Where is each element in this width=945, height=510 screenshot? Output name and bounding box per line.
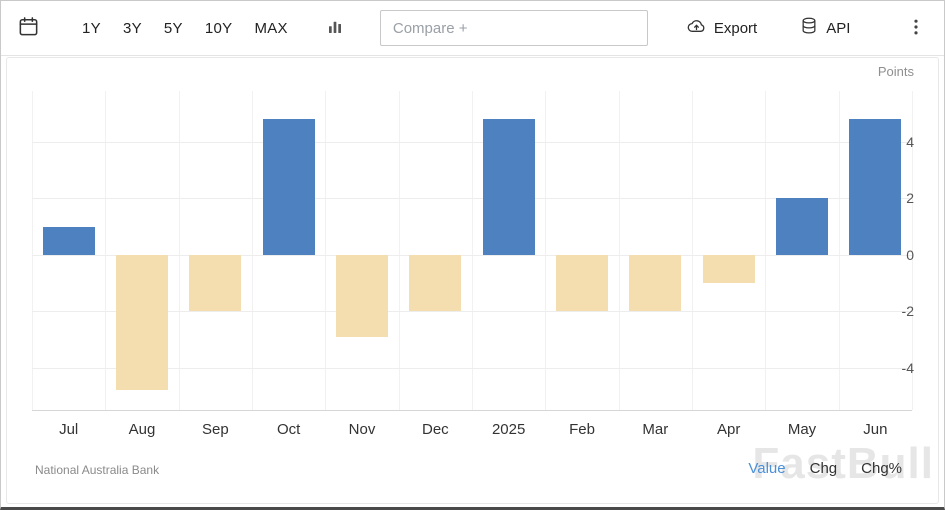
v-gridline xyxy=(765,91,767,410)
v-gridline xyxy=(912,91,913,410)
bar-dec[interactable] xyxy=(409,254,462,312)
h-gridline xyxy=(32,141,912,143)
compare-input[interactable] xyxy=(379,10,648,46)
unit-label: Points xyxy=(877,64,914,79)
chart-panel: Points 4 2 0 -2 -4 Jul Aug Sep Oct Nov Dec 2025 Feb… xyxy=(6,57,939,504)
v-gridline xyxy=(398,91,400,410)
v-gridline xyxy=(692,91,693,410)
x-axis-label-dec: Dec xyxy=(421,421,449,438)
toggle-chg[interactable]: Chg xyxy=(809,460,838,477)
bar-chart-type-icon xyxy=(326,18,344,39)
v-gridline xyxy=(178,91,180,410)
api-button[interactable]: API xyxy=(799,16,850,40)
range-1y[interactable]: 1Y xyxy=(74,14,109,43)
range-3y[interactable]: 3Y xyxy=(115,14,150,43)
api-database-icon xyxy=(799,16,819,40)
v-gridline xyxy=(105,91,107,410)
chart-type-button[interactable] xyxy=(324,16,346,41)
x-axis-label-2025: 2025 xyxy=(491,421,526,438)
x-axis-label-jun: Jun xyxy=(863,421,888,438)
h-gridline xyxy=(32,254,912,256)
h-gridline xyxy=(32,311,912,313)
more-options-button[interactable] xyxy=(904,15,928,42)
x-axis-label-feb: Feb xyxy=(569,421,595,438)
bar-mar[interactable] xyxy=(629,254,682,312)
bar-oct[interactable] xyxy=(262,119,315,255)
x-axis-label-aug: Aug xyxy=(128,421,156,438)
bar-jun[interactable] xyxy=(849,119,902,255)
v-gridline xyxy=(252,91,253,410)
bar-may[interactable] xyxy=(776,198,828,255)
range-5y[interactable]: 5Y xyxy=(156,14,191,43)
bar-sep[interactable] xyxy=(189,254,242,312)
calendar-button[interactable] xyxy=(15,13,42,43)
v-gridline xyxy=(32,91,33,410)
calendar-icon xyxy=(17,15,40,41)
h-gridline xyxy=(32,367,912,369)
bar-feb[interactable] xyxy=(556,254,608,312)
range-selector: 1Y 3Y 5Y 10Y MAX xyxy=(74,14,296,43)
range-max[interactable]: MAX xyxy=(246,14,295,43)
export-cloud-icon xyxy=(686,16,707,41)
x-axis-labels: Jul Aug Sep Oct Nov Dec 2025 Feb Mar Apr May Jun xyxy=(32,421,912,443)
v-gridline xyxy=(838,91,840,410)
x-axis-label-sep: Sep xyxy=(201,421,229,438)
h-gridline xyxy=(32,198,912,200)
range-10y[interactable]: 10Y xyxy=(197,14,241,43)
v-gridline xyxy=(472,91,473,410)
toggle-chg-pct[interactable]: Chg% xyxy=(861,460,902,477)
toggle-value[interactable]: Value xyxy=(748,460,786,477)
bar-jul[interactable] xyxy=(42,226,95,255)
bar-apr[interactable] xyxy=(702,254,755,283)
export-label: Export xyxy=(713,19,758,37)
v-gridline xyxy=(325,91,327,410)
x-axis-label-mar: Mar xyxy=(642,421,669,438)
v-gridline xyxy=(618,91,620,410)
export-button[interactable]: Export xyxy=(686,16,757,41)
source-label: National Australia Bank xyxy=(35,463,160,477)
bar-aug[interactable] xyxy=(116,254,168,391)
plot-area xyxy=(32,91,913,411)
bar-2025[interactable] xyxy=(482,119,535,255)
x-axis-label-jul: Jul xyxy=(59,421,79,438)
x-axis-label-oct: Oct xyxy=(276,421,301,438)
x-axis-label-nov: Nov xyxy=(348,421,376,438)
toolbar: 1Y 3Y 5Y 10Y MAX xyxy=(1,1,944,56)
v-gridline xyxy=(545,91,547,410)
x-axis-label-may: May xyxy=(787,421,817,438)
kebab-menu-icon xyxy=(906,17,926,40)
series-toggles: Value Chg Chg% xyxy=(748,460,902,477)
bar-nov[interactable] xyxy=(336,254,388,337)
x-axis-label-apr: Apr xyxy=(716,421,741,438)
api-label: API xyxy=(826,19,851,37)
